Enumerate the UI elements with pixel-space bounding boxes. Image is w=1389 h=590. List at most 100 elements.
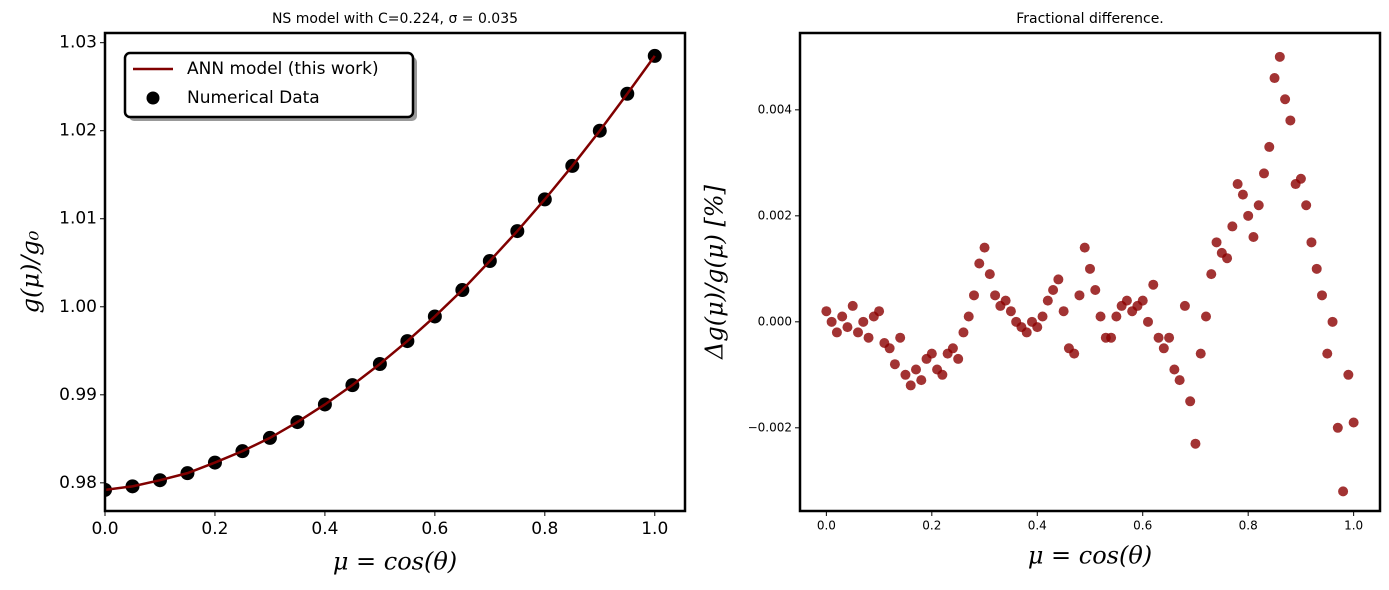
data-point bbox=[1106, 332, 1117, 343]
data-point bbox=[1074, 290, 1085, 301]
data-point bbox=[1179, 300, 1190, 311]
data-point bbox=[1005, 306, 1016, 317]
data-point bbox=[1274, 51, 1285, 62]
legend-label: Numerical Data bbox=[187, 88, 320, 108]
data-point bbox=[1143, 316, 1153, 327]
data-point bbox=[974, 258, 985, 269]
data-point bbox=[1211, 237, 1222, 248]
data-point bbox=[1243, 210, 1254, 221]
x-tick-label: 0.2 bbox=[201, 519, 228, 539]
data-point bbox=[1227, 221, 1238, 232]
data-point bbox=[1058, 306, 1069, 317]
data-point bbox=[1306, 237, 1317, 248]
data-point bbox=[979, 242, 990, 253]
x-tick-label: 1.0 bbox=[1344, 519, 1363, 533]
x-tick-label: 0.8 bbox=[531, 519, 558, 539]
data-point bbox=[842, 322, 853, 333]
data-point bbox=[911, 364, 921, 375]
axes-frame bbox=[103, 31, 687, 513]
y-tick-label: −0.002 bbox=[748, 420, 792, 434]
data-point bbox=[874, 306, 885, 317]
chart-title: Fractional difference. bbox=[1016, 11, 1164, 27]
data-point bbox=[1195, 348, 1206, 359]
x-tick-label: 0.4 bbox=[311, 519, 338, 539]
x-axis-label: μ = cos(θ) bbox=[333, 548, 457, 576]
chart-title: NS model with C=0.224, σ = 0.035 bbox=[272, 11, 518, 27]
x-tick-label: 0.6 bbox=[1133, 519, 1152, 533]
data-point bbox=[1222, 253, 1233, 264]
y-tick-label: 1.03 bbox=[59, 33, 97, 53]
x-tick-label: 0.4 bbox=[1028, 519, 1047, 533]
data-point bbox=[947, 343, 958, 354]
x-tick-label: 0.6 bbox=[421, 519, 448, 539]
data-point bbox=[1269, 73, 1280, 84]
legend-swatch bbox=[146, 91, 160, 105]
data-point bbox=[1206, 269, 1217, 280]
data-point bbox=[1121, 295, 1132, 306]
data-point bbox=[895, 332, 906, 343]
data-point bbox=[937, 369, 948, 380]
data-point bbox=[984, 269, 995, 280]
data-point bbox=[821, 306, 832, 317]
data-point bbox=[1338, 486, 1349, 497]
data-point bbox=[1021, 327, 1032, 338]
plot-area bbox=[821, 51, 1359, 497]
data-point bbox=[1085, 263, 1095, 274]
y-axis-label: Δg(μ)/g(μ) [%] bbox=[701, 184, 729, 360]
data-point bbox=[990, 290, 1001, 301]
y-tick-label: 0.000 bbox=[758, 314, 792, 328]
data-point bbox=[926, 348, 937, 359]
data-point bbox=[1032, 322, 1043, 333]
x-tick-label: 0.0 bbox=[91, 519, 118, 539]
data-point bbox=[1232, 179, 1243, 190]
data-point bbox=[1343, 369, 1354, 380]
data-point bbox=[1348, 417, 1359, 428]
data-point bbox=[963, 311, 974, 322]
data-point bbox=[826, 316, 837, 327]
data-point bbox=[831, 327, 842, 338]
data-point bbox=[1095, 311, 1106, 322]
data-point bbox=[1048, 285, 1059, 296]
data-point bbox=[969, 290, 979, 301]
data-point bbox=[1174, 375, 1185, 386]
axes-frame bbox=[798, 31, 1382, 513]
data-point bbox=[1000, 295, 1011, 306]
data-point bbox=[1042, 295, 1053, 306]
legend-label: ANN model (this work) bbox=[187, 59, 379, 79]
data-point bbox=[958, 327, 969, 338]
data-point bbox=[900, 369, 911, 380]
x-tick-label: 0.2 bbox=[922, 519, 941, 533]
line bbox=[105, 55, 656, 492]
data-point bbox=[1327, 316, 1338, 327]
data-point bbox=[853, 327, 863, 338]
data-point bbox=[1317, 290, 1327, 301]
data-point bbox=[1111, 311, 1122, 322]
data-point bbox=[884, 343, 895, 354]
data-point bbox=[847, 300, 858, 311]
data-point bbox=[1069, 348, 1080, 359]
data-point bbox=[1185, 396, 1196, 407]
data-point bbox=[837, 311, 848, 322]
x-tick-label: 0.8 bbox=[1239, 519, 1258, 533]
data-point bbox=[1090, 285, 1101, 296]
data-point bbox=[1237, 189, 1248, 200]
data-point bbox=[1201, 311, 1211, 322]
data-point bbox=[916, 375, 927, 386]
data-point bbox=[1280, 94, 1291, 105]
data-point bbox=[1169, 364, 1180, 375]
data-point bbox=[1264, 141, 1275, 152]
x-tick-label: 0.0 bbox=[817, 519, 836, 533]
y-tick-label: 0.99 bbox=[59, 385, 97, 405]
data-point bbox=[1053, 274, 1064, 285]
data-point bbox=[858, 316, 869, 327]
data-point bbox=[1164, 332, 1175, 343]
y-tick-label: 0.002 bbox=[758, 208, 792, 222]
data-point bbox=[1285, 115, 1296, 126]
data-point bbox=[1153, 332, 1164, 343]
y-tick-label: 1.01 bbox=[59, 209, 97, 229]
data-point bbox=[1259, 168, 1269, 179]
legend-box bbox=[123, 51, 415, 119]
y-tick-label: 1.00 bbox=[59, 297, 97, 317]
y-tick-label: 0.98 bbox=[59, 473, 97, 493]
